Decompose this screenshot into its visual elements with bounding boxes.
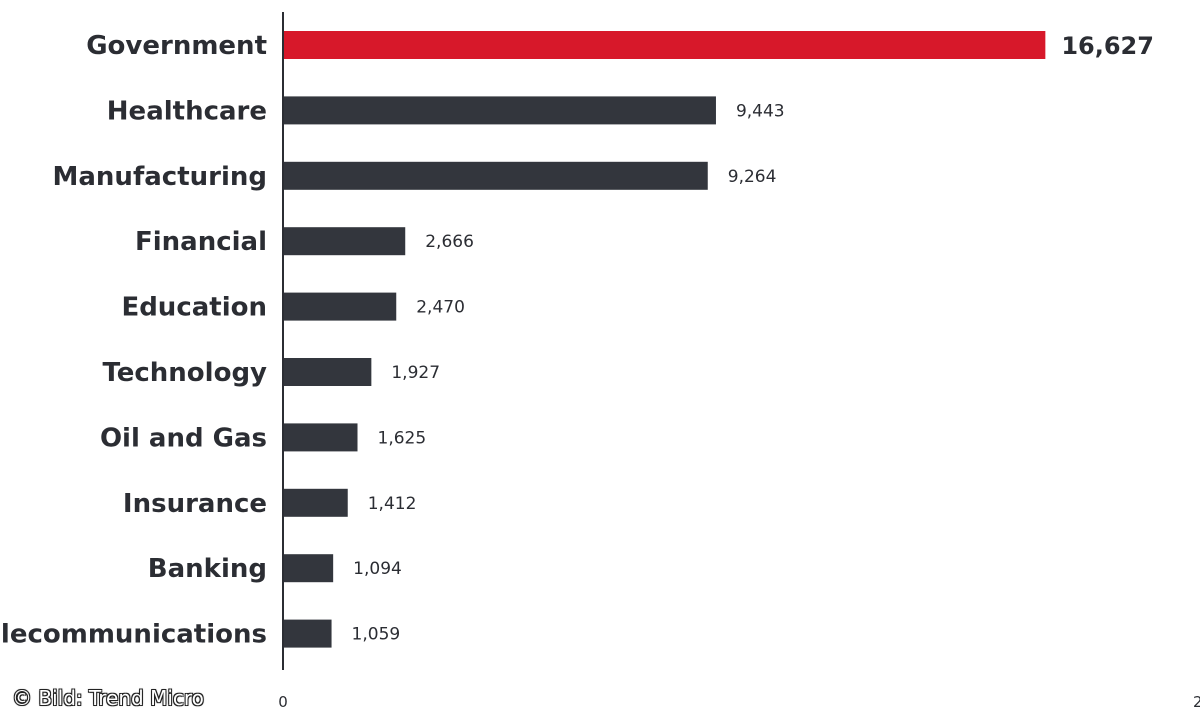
value-label: 9,264: [728, 167, 777, 187]
value-label: 9,443: [736, 101, 785, 121]
value-label: 1,927: [391, 363, 440, 383]
x-tick-label: 20,000: [1193, 693, 1200, 711]
bars-group: [283, 31, 1046, 648]
bar-education: [283, 292, 397, 321]
category-label: Education: [121, 293, 267, 323]
category-label: Manufacturing: [53, 162, 268, 192]
value-label: 2,470: [416, 298, 465, 318]
value-label: 1,625: [378, 428, 427, 448]
bar-oil-and-gas: [283, 423, 358, 452]
x-tick-labels-group: 0 20,000: [278, 693, 1200, 711]
bar-banking: [283, 554, 334, 583]
bar-technology: [283, 358, 372, 386]
category-label: Oil and Gas: [100, 423, 267, 453]
bar-telecommunications: [283, 619, 332, 648]
category-labels-group: Government Healthcare Manufacturing Financi…: [0, 31, 267, 650]
category-label: Financial: [135, 227, 267, 257]
category-label: Government: [86, 31, 267, 61]
value-label: 16,627: [1061, 32, 1154, 60]
category-label: Healthcare: [107, 96, 267, 126]
category-label: Insurance: [123, 489, 267, 519]
x-tick-label: 0: [278, 693, 288, 711]
value-labels-group: 16,627 9,443 9,264 2,666 2,470 1,927 1,625 1,41…: [352, 32, 1154, 645]
value-label: 1,059: [352, 625, 401, 645]
bar-healthcare: [283, 96, 716, 125]
category-label: Telecommunications: [0, 620, 267, 650]
bar-financial: [283, 227, 406, 256]
value-label: 1,412: [368, 494, 417, 514]
category-label: Banking: [148, 554, 267, 584]
category-label: Technology: [102, 358, 267, 388]
image-credit: © Bild: Trend Micro: [12, 686, 204, 710]
value-label: 1,094: [353, 559, 402, 579]
bar-insurance: [283, 488, 348, 517]
bar-manufacturing: [283, 161, 708, 190]
value-label: 2,666: [425, 232, 474, 252]
bar-government: [283, 31, 1046, 59]
